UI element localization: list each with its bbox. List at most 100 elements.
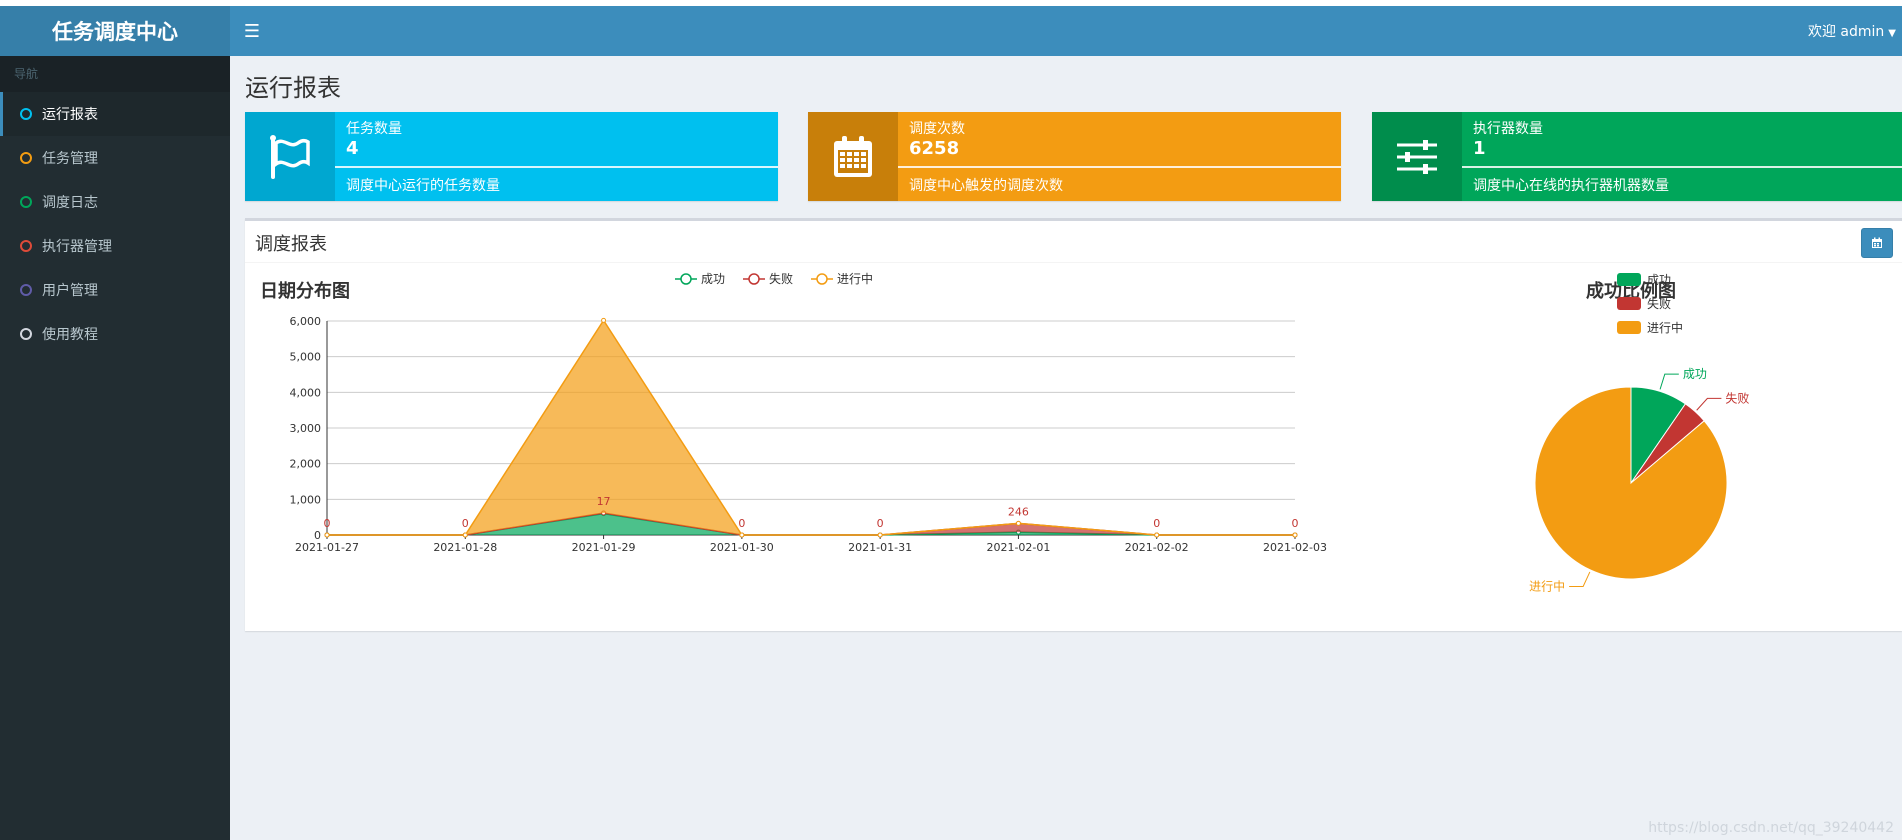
- data-label: 0: [877, 517, 884, 530]
- legend-label: 进行中: [1647, 320, 1683, 335]
- data-point: [739, 532, 745, 538]
- circle-icon: [20, 152, 32, 164]
- area-series: [327, 513, 1295, 535]
- data-label: 0: [738, 517, 745, 530]
- x-tick-label: 2021-02-02: [1125, 541, 1189, 554]
- data-point: [601, 317, 607, 323]
- x-tick-label: 2021-01-30: [710, 541, 774, 554]
- sidebar: 任务调度中心 导航 运行报表任务管理调度日志执行器管理用户管理使用教程: [0, 0, 230, 840]
- y-tick-label: 4,000: [290, 386, 322, 399]
- sidebar-item-label: 任务管理: [42, 151, 98, 167]
- sidebar-item-label: 用户管理: [42, 283, 98, 299]
- circle-icon: [20, 108, 32, 120]
- y-tick-label: 6,000: [290, 315, 322, 328]
- info-description: 调度中心运行的任务数量: [346, 178, 500, 194]
- sliders-icon: [1372, 112, 1462, 201]
- sidebar-item[interactable]: 运行报表: [0, 92, 230, 136]
- y-tick-label: 5,000: [290, 351, 322, 364]
- sidebar-item-label: 调度日志: [42, 195, 98, 211]
- y-tick-label: 2,000: [290, 458, 322, 471]
- circle-icon: [20, 240, 32, 252]
- area-series: [327, 512, 1295, 535]
- report-title: 调度报表: [255, 234, 327, 255]
- info-box: 调度次数 6258 调度中心触发的调度次数: [808, 112, 1341, 201]
- app-logo-title[interactable]: 任务调度中心: [0, 0, 230, 56]
- x-tick-label: 2021-01-31: [848, 541, 912, 554]
- sidebar-item[interactable]: 使用教程: [0, 312, 230, 356]
- flag-icon: [245, 112, 335, 201]
- report-box-header: 调度报表: [245, 221, 1902, 263]
- data-label: 0: [1153, 517, 1160, 530]
- user-label: 欢迎 admin: [1807, 24, 1885, 40]
- user-menu[interactable]: 欢迎 admin ▼: [1808, 21, 1902, 41]
- circle-icon: [20, 196, 32, 208]
- progress-bar: [898, 166, 1341, 168]
- data-point: [1292, 532, 1298, 538]
- info-label: 调度次数: [909, 121, 965, 137]
- legend-marker: [680, 273, 692, 285]
- sidebar-item[interactable]: 执行器管理: [0, 224, 230, 268]
- sidebar-item[interactable]: 任务管理: [0, 136, 230, 180]
- data-label: 0: [1292, 517, 1299, 530]
- info-box: 任务数量 4 调度中心运行的任务数量: [245, 112, 778, 201]
- progress-bar: [335, 166, 778, 168]
- legend-item: 失败: [743, 271, 793, 286]
- x-tick-label: 2021-01-29: [572, 541, 636, 554]
- info-value: 6258: [909, 138, 960, 159]
- watermark: https://blog.csdn.net/qq_39240442: [1648, 820, 1894, 836]
- legend-marker: [748, 273, 760, 285]
- pie-chart-title: 成功比例图: [1586, 281, 1676, 302]
- date-distribution-chart: 01,0002,0003,0004,0005,0006,0002021-01-2…: [290, 271, 1327, 554]
- legend-swatch: [1617, 297, 1641, 310]
- line-chart-title: 日期分布图: [260, 281, 350, 302]
- data-label: 17: [597, 495, 611, 508]
- calendar-icon: [808, 112, 898, 201]
- sidebar-item[interactable]: 调度日志: [0, 180, 230, 224]
- sidebar-item[interactable]: 用户管理: [0, 268, 230, 312]
- info-label: 任务数量: [346, 121, 402, 137]
- data-label: 0: [324, 517, 331, 530]
- sidebar-item-label: 执行器管理: [42, 239, 112, 255]
- caret-down-icon: ▼: [1888, 28, 1896, 39]
- legend-swatch: [1617, 321, 1641, 334]
- info-content: 任务数量 4 调度中心运行的任务数量: [335, 112, 778, 201]
- info-content: 执行器数量 1 调度中心在线的执行器机器数量: [1462, 112, 1902, 201]
- report-box: 调度报表 日期分布图 0 1,000 2,000 3,000 4,000 5,000 6,0…: [245, 218, 1902, 631]
- info-label: 执行器数量: [1473, 121, 1543, 137]
- info-content: 调度次数 6258 调度中心触发的调度次数: [898, 112, 1341, 201]
- date-range-button[interactable]: [1861, 228, 1893, 258]
- info-value: 1: [1473, 138, 1486, 159]
- nav-header: 导航: [0, 56, 230, 92]
- data-point: [462, 532, 468, 538]
- legend-marker: [816, 273, 828, 285]
- progress-bar: [1462, 166, 1902, 168]
- pie-legend-item: 进行中: [1617, 320, 1683, 335]
- legend-label: 失败: [1647, 296, 1671, 311]
- sidebar-item-label: 运行报表: [42, 107, 98, 123]
- pie-slice-label: 进行中: [1529, 578, 1565, 593]
- y-tick-label: 3,000: [290, 422, 322, 435]
- top-strip: [230, 0, 1902, 6]
- pie-slice: [1534, 386, 1728, 580]
- data-label: 246: [1008, 505, 1029, 518]
- pie-slice-label: 成功: [1683, 367, 1707, 381]
- legend-label: 成功: [1647, 273, 1671, 287]
- x-tick-label: 2021-01-28: [433, 541, 497, 554]
- nav-list: 运行报表任务管理调度日志执行器管理用户管理使用教程: [0, 92, 230, 356]
- legend-label: 失败: [769, 271, 793, 286]
- data-point: [1154, 532, 1160, 538]
- legend-swatch: [1617, 273, 1641, 286]
- info-value: 4: [346, 138, 359, 159]
- legend-item: 进行中: [811, 271, 873, 286]
- pie-leader-line: [1696, 397, 1722, 411]
- legend-label: 成功: [701, 272, 725, 286]
- info-box: 执行器数量 1 调度中心在线的执行器机器数量: [1372, 112, 1902, 201]
- circle-icon: [20, 284, 32, 296]
- sidebar-item-label: 使用教程: [42, 327, 98, 343]
- legend-label: 进行中: [837, 271, 873, 286]
- data-label: 0: [462, 517, 469, 530]
- hamburger-icon[interactable]: ☰: [243, 20, 261, 42]
- data-point: [877, 532, 883, 538]
- calendar-icon: [1872, 237, 1882, 248]
- pie-slice-label: 失败: [1725, 390, 1749, 405]
